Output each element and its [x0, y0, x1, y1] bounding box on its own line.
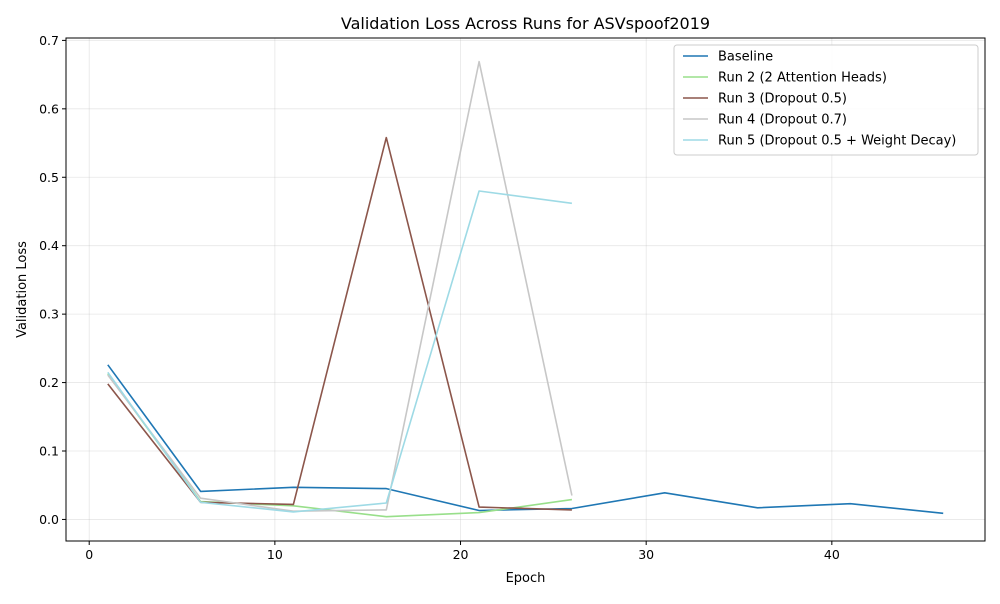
y-axis-ticks: 0.0 0.1 0.2 0.3 0.4 0.5 0.6 0.7: [39, 33, 66, 527]
y-tick-label: 0.6: [39, 101, 59, 116]
y-tick-label: 0.1: [39, 444, 59, 459]
y-tick-label: 0.7: [39, 33, 59, 48]
y-tick-label: 0.4: [39, 238, 59, 253]
series-line-1: [107, 364, 944, 515]
series-line-3: [107, 136, 572, 511]
x-tick-label: 0: [85, 547, 93, 562]
legend-label-3: Run 3 (Dropout 0.5): [718, 92, 847, 107]
legend-label-5: Run 5 (Dropout 0.5 + Weight Decay): [718, 134, 956, 149]
y-axis-label: Validation Loss: [15, 241, 30, 338]
x-axis-ticks: 0 10 20 30 40: [85, 541, 840, 562]
x-tick-label: 30: [638, 547, 654, 562]
y-tick-label: 0.5: [39, 170, 59, 185]
plot-frame: [65, 37, 986, 542]
grid: [66, 38, 985, 541]
y-tick-label: 0.0: [39, 512, 59, 527]
legend-label-1: Baseline: [718, 50, 773, 65]
x-axis-label: Epoch: [506, 571, 546, 586]
legend-label-4: Run 4 (Dropout 0.7): [718, 113, 847, 128]
legend-box: [673, 44, 979, 156]
x-tick-label: 10: [267, 547, 283, 562]
series-line-4: [107, 60, 573, 513]
x-tick-label: 20: [453, 547, 469, 562]
chart-title: Validation Loss Across Runs for ASVspoof…: [341, 14, 710, 33]
x-tick-label: 40: [824, 547, 840, 562]
y-tick-label: 0.3: [39, 307, 59, 322]
series-lines: [107, 60, 944, 518]
series-line-5: [107, 190, 573, 513]
legend: Baseline Run 2 (2 Attention Heads) Run 3 (…: [673, 44, 979, 156]
y-tick-label: 0.2: [39, 375, 59, 390]
legend-label-2: Run 2 (2 Attention Heads): [718, 71, 887, 86]
